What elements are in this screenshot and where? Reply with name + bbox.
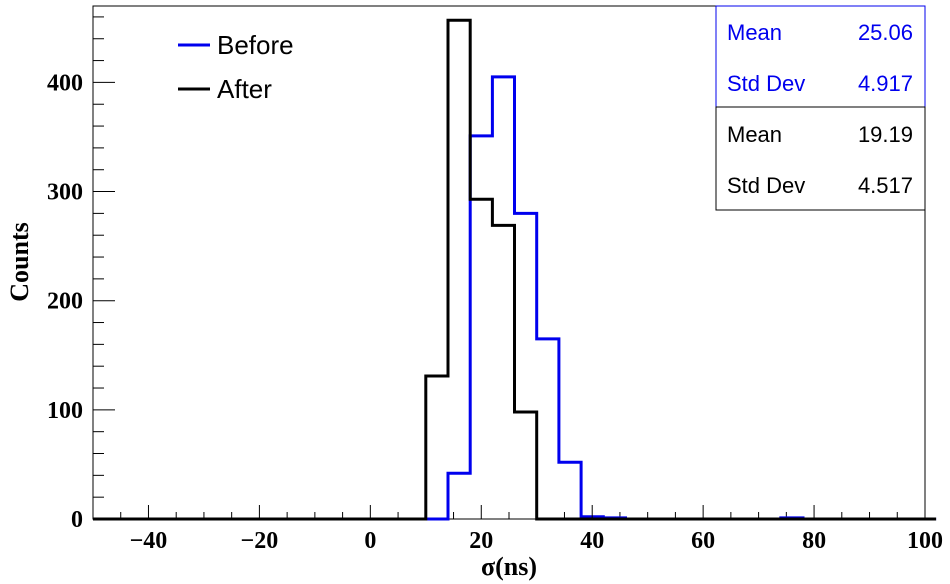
stat-label-mean-after: Mean xyxy=(727,122,782,147)
stat-label-stddev-before: Std Dev xyxy=(727,71,805,96)
x-tick-label: 40 xyxy=(580,528,604,554)
stat-value-stddev-before: 4.917 xyxy=(858,71,913,96)
y-tick-label: 0 xyxy=(71,507,83,533)
bin-before-22 xyxy=(492,77,514,519)
x-tick-label: 60 xyxy=(691,528,715,554)
x-axis-ticks: −40 −20 0 20 40 60 80 100 xyxy=(130,505,943,554)
bin-after-18 xyxy=(470,199,492,519)
x-tick-label: 100 xyxy=(907,528,943,554)
stat-label-stddev-after: Std Dev xyxy=(727,173,805,198)
bin-after-14 xyxy=(448,20,470,519)
bin-before-14 xyxy=(448,473,470,519)
stat-value-stddev-after: 4.517 xyxy=(858,173,913,198)
x-tick-label: 80 xyxy=(802,528,826,554)
bin-after-10 xyxy=(426,376,448,519)
bin-before-26 xyxy=(515,213,537,519)
bin-after-22 xyxy=(492,225,514,519)
x-tick-label: −40 xyxy=(130,528,168,554)
y-axis-title: Counts xyxy=(5,222,34,301)
stat-value-mean-after: 19.19 xyxy=(858,122,913,147)
histogram-layer xyxy=(93,18,937,521)
y-axis-ticks: 0 100 200 300 400 xyxy=(47,70,115,533)
stat-value-mean-before: 25.06 xyxy=(858,20,913,45)
y-tick-label: 100 xyxy=(47,398,83,424)
y-tick-label: 200 xyxy=(47,289,83,315)
series-after-line xyxy=(93,18,937,521)
stat-label-mean-before: Mean xyxy=(727,20,782,45)
stats-box-before-frame xyxy=(715,5,926,108)
x-axis-title: σ(ns) xyxy=(481,552,537,581)
stats-box-before: Mean 25.06 Std Dev 4.917 xyxy=(715,5,926,108)
x-tick-label: 20 xyxy=(469,528,493,554)
stats-box-after: Mean 19.19 Std Dev 4.517 xyxy=(715,106,926,211)
bin-after-26 xyxy=(515,412,537,519)
x-tick-label: 0 xyxy=(364,528,376,554)
stats-box-after-frame xyxy=(715,106,926,211)
legend-label-after: After xyxy=(217,74,272,104)
y-tick-label: 400 xyxy=(47,70,83,96)
legend-label-before: Before xyxy=(217,30,294,60)
bin-before-18 xyxy=(470,136,492,519)
x-tick-label: −20 xyxy=(241,528,279,554)
legend: Before After xyxy=(178,30,294,104)
bin-before-34 xyxy=(559,462,581,519)
y-tick-label: 300 xyxy=(47,180,83,206)
bin-before-30 xyxy=(537,339,559,519)
